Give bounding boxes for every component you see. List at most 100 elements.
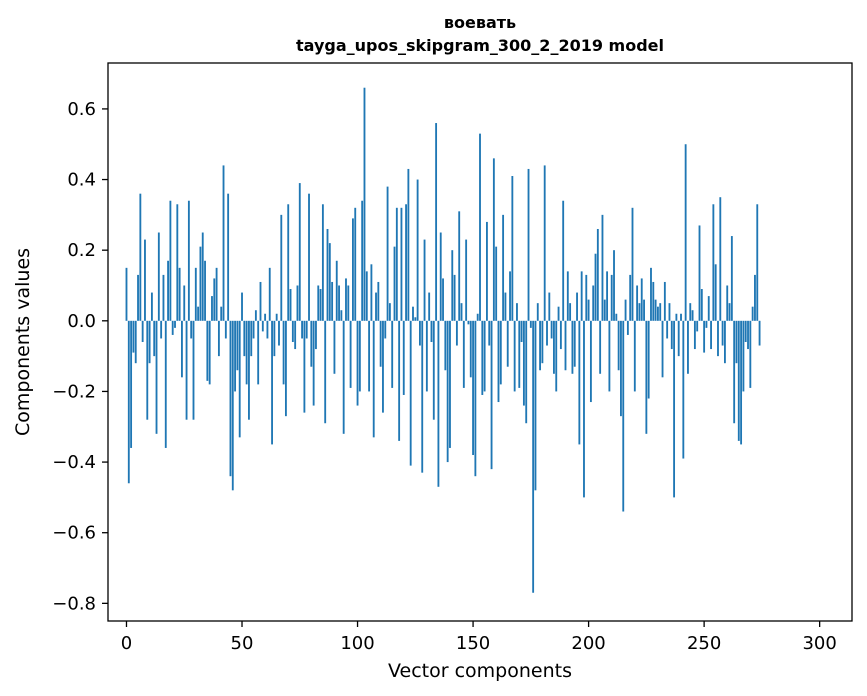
bar xyxy=(243,320,246,357)
bar xyxy=(190,320,193,339)
bar xyxy=(509,271,511,321)
bar xyxy=(737,320,740,441)
bar xyxy=(144,239,146,321)
bar xyxy=(296,285,299,321)
bar xyxy=(585,274,588,321)
bar xyxy=(287,204,290,321)
bar xyxy=(271,320,273,445)
bar xyxy=(264,313,267,321)
bar xyxy=(532,320,535,593)
bar xyxy=(640,278,643,321)
bar xyxy=(596,228,599,321)
bar xyxy=(275,313,278,321)
bar xyxy=(626,320,629,335)
bar xyxy=(254,310,257,321)
bar xyxy=(150,292,153,321)
bar xyxy=(224,320,227,339)
bar xyxy=(324,320,327,424)
bar xyxy=(705,320,708,328)
bar xyxy=(312,320,315,406)
bar xyxy=(308,193,310,321)
bar xyxy=(631,207,634,321)
x-tick-label: 200 xyxy=(571,633,605,654)
bar xyxy=(402,320,405,395)
bar xyxy=(363,87,366,321)
bar xyxy=(617,320,620,371)
bar xyxy=(248,320,250,420)
bar xyxy=(522,320,525,406)
bar xyxy=(257,320,260,385)
bar xyxy=(335,260,338,321)
bar xyxy=(139,193,142,321)
bar xyxy=(238,320,241,438)
bar xyxy=(689,303,692,321)
bar xyxy=(700,289,703,321)
bar xyxy=(382,320,384,413)
bar xyxy=(691,310,694,321)
bar xyxy=(439,232,442,321)
bar xyxy=(222,165,225,321)
bar xyxy=(747,320,749,350)
bar xyxy=(622,320,625,512)
bar xyxy=(280,214,283,321)
bar xyxy=(157,232,160,321)
bar xyxy=(659,303,662,321)
y-tick-label: −0.8 xyxy=(52,593,96,614)
bar xyxy=(301,320,304,339)
bar xyxy=(717,320,719,357)
bar xyxy=(490,320,493,470)
bar xyxy=(550,320,553,339)
bar xyxy=(472,320,474,456)
bar xyxy=(555,320,558,392)
bar xyxy=(379,320,382,367)
bar xyxy=(453,274,456,321)
bar xyxy=(504,292,507,321)
bar xyxy=(721,320,724,346)
bar xyxy=(419,320,421,346)
bar xyxy=(174,320,176,328)
bar xyxy=(127,320,130,484)
bar xyxy=(451,250,454,321)
bar xyxy=(171,320,174,335)
bar xyxy=(407,168,410,321)
bar xyxy=(241,292,243,321)
plot-frame xyxy=(107,62,853,622)
bar xyxy=(372,320,375,438)
bar xyxy=(368,320,371,392)
bar xyxy=(400,207,403,321)
bar xyxy=(361,200,364,321)
bar xyxy=(758,320,761,346)
bar xyxy=(571,320,574,374)
bar xyxy=(423,239,426,321)
bar xyxy=(497,320,500,403)
bar xyxy=(481,320,484,395)
bar xyxy=(160,320,163,339)
bar xyxy=(405,204,407,321)
bar xyxy=(375,292,377,321)
bar xyxy=(425,320,428,392)
bar xyxy=(594,253,597,321)
y-tick-label: 0.4 xyxy=(67,170,96,191)
bar xyxy=(527,168,530,321)
bar xyxy=(377,281,380,321)
bar xyxy=(712,204,715,321)
bar xyxy=(733,320,736,424)
bar xyxy=(178,267,181,321)
y-axis-ticks: −0.8 −0.6 −0.4 −0.2 0.0 0.2 0.4 0.6 xyxy=(52,99,108,614)
bar xyxy=(206,320,209,381)
bar xyxy=(592,285,595,321)
y-tick-label: −0.2 xyxy=(52,381,96,402)
bar xyxy=(557,306,560,321)
x-tick-label: 150 xyxy=(456,633,490,654)
bar xyxy=(220,306,223,321)
bar xyxy=(421,320,424,473)
bar xyxy=(187,200,190,321)
bar xyxy=(599,320,602,374)
bar xyxy=(162,274,165,321)
bar xyxy=(245,320,248,385)
bar xyxy=(437,320,440,487)
bar xyxy=(338,285,340,321)
bar xyxy=(266,320,269,339)
y-tick-label: −0.4 xyxy=(52,452,96,473)
bar xyxy=(298,183,301,321)
